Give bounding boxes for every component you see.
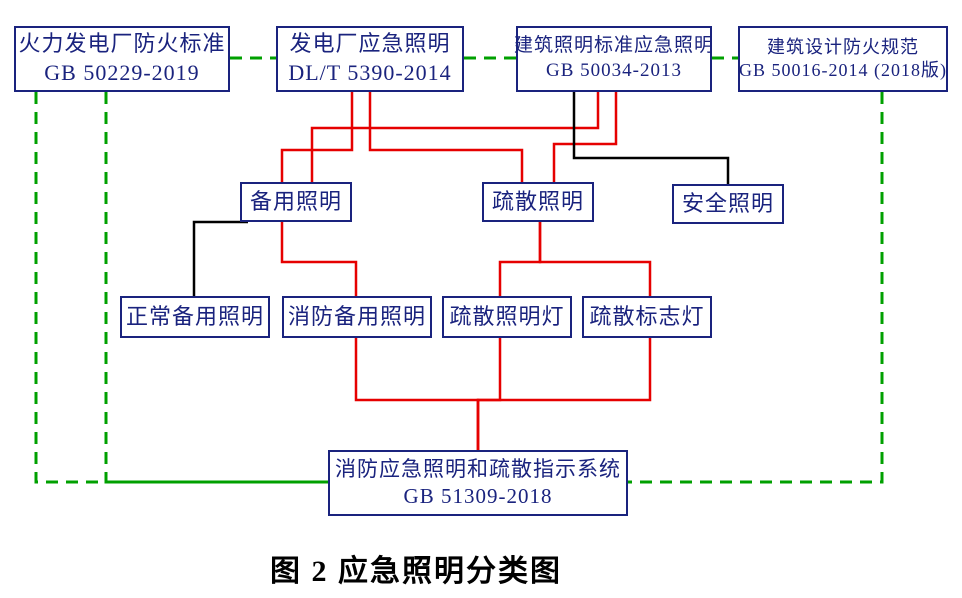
edge bbox=[106, 92, 328, 482]
node-label: 消防应急照明和疏散指示系统 bbox=[335, 456, 621, 483]
edge bbox=[282, 222, 356, 296]
edge bbox=[356, 338, 478, 450]
edge bbox=[194, 222, 248, 296]
edge bbox=[370, 92, 522, 182]
edge bbox=[478, 338, 650, 450]
edge bbox=[282, 92, 352, 182]
flowchart-root: 火力发电厂防火标准GB 50229-2019 发电厂应急照明DL/T 5390-2… bbox=[0, 0, 962, 598]
node-label: 消防备用照明 bbox=[288, 303, 426, 332]
node-label: 安全照明 bbox=[682, 190, 774, 219]
node-n1: 火力发电厂防火标准GB 50229-2019 bbox=[14, 26, 230, 92]
node-n12: 消防应急照明和疏散指示系统GB 51309-2018 bbox=[328, 450, 628, 516]
node-n11: 疏散标志灯 bbox=[582, 296, 712, 338]
node-n2: 发电厂应急照明DL/T 5390-2014 bbox=[276, 26, 464, 92]
node-label: 建筑照明标准应急照明 bbox=[514, 34, 714, 59]
edge bbox=[628, 92, 882, 482]
node-label: 疏散照明 bbox=[492, 188, 584, 217]
node-label: 备用照明 bbox=[250, 188, 342, 217]
node-n6: 疏散照明 bbox=[482, 182, 594, 222]
edge bbox=[478, 338, 500, 450]
edge bbox=[312, 92, 598, 182]
node-n3: 建筑照明标准应急照明GB 50034-2013 bbox=[516, 26, 712, 92]
edge bbox=[36, 92, 328, 482]
node-n9: 消防备用照明 bbox=[282, 296, 432, 338]
node-label: 建筑设计防火规范 bbox=[767, 36, 919, 59]
green-dashed-edges bbox=[36, 58, 882, 482]
node-sublabel: GB 50034-2013 bbox=[546, 59, 682, 84]
node-sublabel: GB 50229-2019 bbox=[44, 59, 199, 88]
node-n4: 建筑设计防火规范GB 50016-2014 (2018版) bbox=[738, 26, 948, 92]
node-label: 正常备用照明 bbox=[126, 303, 264, 332]
node-n5: 备用照明 bbox=[240, 182, 352, 222]
node-label: 疏散照明灯 bbox=[449, 303, 564, 332]
edge bbox=[554, 92, 616, 182]
edge bbox=[540, 222, 650, 296]
node-label: 疏散标志灯 bbox=[589, 303, 704, 332]
node-sublabel: GB 50016-2014 (2018版) bbox=[739, 59, 947, 82]
red-edges bbox=[282, 92, 650, 450]
edge bbox=[574, 92, 728, 184]
node-sublabel: DL/T 5390-2014 bbox=[288, 59, 451, 88]
node-n8: 正常备用照明 bbox=[120, 296, 270, 338]
node-n7: 安全照明 bbox=[672, 184, 784, 224]
node-label: 发电厂应急照明 bbox=[289, 30, 450, 59]
figure-caption: 图 2 应急照明分类图 bbox=[270, 546, 562, 590]
edge bbox=[500, 222, 540, 296]
node-sublabel: GB 51309-2018 bbox=[404, 483, 553, 510]
node-label: 火力发电厂防火标准 bbox=[18, 30, 225, 59]
node-n10: 疏散照明灯 bbox=[442, 296, 572, 338]
